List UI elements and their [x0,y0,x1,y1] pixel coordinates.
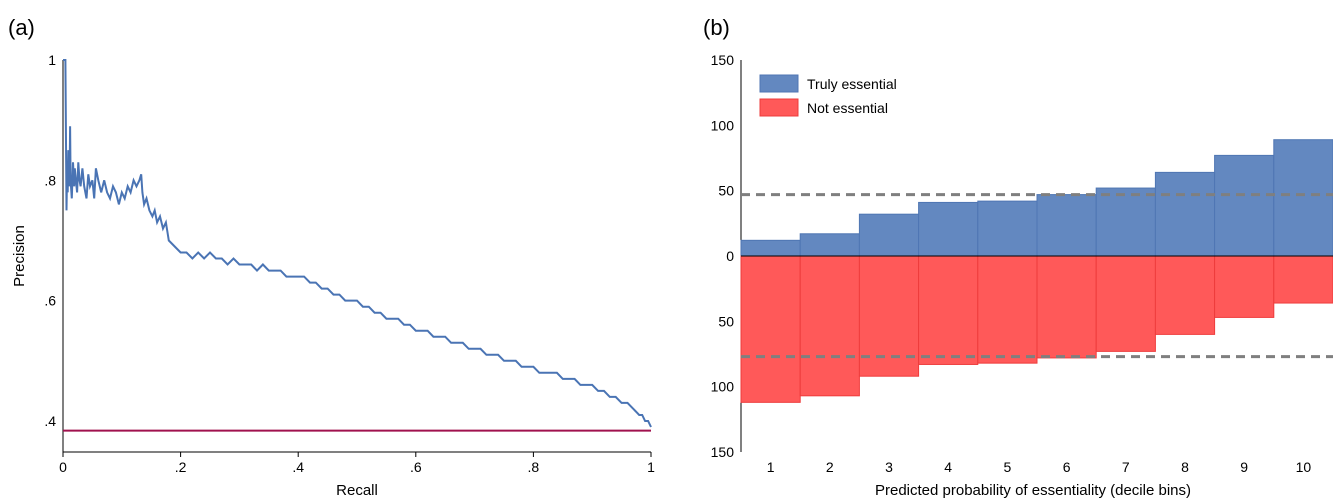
essential-bar [740,239,801,257]
x-tick-label: 7 [1122,459,1130,475]
not-essential-bar [1036,255,1097,359]
x-tick-label: 9 [1240,459,1248,475]
y-tick-label: 100 [711,117,735,133]
y-tick-label: 0 [726,248,734,264]
essential-bar [1214,154,1275,257]
x-tick-label: 6 [1063,459,1071,475]
y-tick-label: 100 [711,379,735,395]
legend-label: Truly essential [807,76,897,92]
legend: Truly essential Not essential [759,74,897,117]
x-axis-label: Recall [336,482,378,499]
y-tick-label: 50 [718,183,734,199]
not-essential-bar [799,255,860,397]
y-tick-label: .4 [44,413,56,429]
panel-a-label: (a) [8,15,35,40]
essential-bar [1095,187,1156,257]
essential-bar [1273,139,1333,257]
x-tick-label: 1 [767,459,775,475]
y-tick-label: .6 [44,293,56,309]
not-essential-bar [1095,255,1156,352]
essential-bar [918,201,979,257]
x-axis-label: Predicted probability of essentiality (d… [875,482,1191,499]
x-tick-label: 3 [885,459,893,475]
x-tick-label: 1 [647,459,655,475]
not-essential-bar [1214,255,1275,318]
x-tick-label: 0 [59,459,67,475]
x-tick-label: 5 [1004,459,1012,475]
not-essential-bar [1273,255,1333,304]
y-tick-label: .8 [44,172,56,188]
not-essential-bar [977,255,1038,364]
essential-bar [977,200,1038,257]
x-tick-label: .4 [292,459,304,475]
legend-swatch [759,98,799,117]
y-tick-label: 150 [711,52,735,68]
essential-bar [799,233,860,257]
x-tick-label: 2 [826,459,834,475]
essential-bar [1154,171,1216,257]
not-essential-bar [740,255,801,403]
precision-curve [63,59,652,428]
y-tick-label: 150 [711,444,735,460]
y-tick-label: 50 [718,313,734,329]
essential-bar [858,213,920,257]
x-tick-label: 4 [944,459,952,475]
x-tick-label: 10 [1296,459,1312,475]
x-tick-label: .6 [410,459,422,475]
not-essential-bar [918,255,979,365]
not-essential-bar [858,255,920,377]
y-axis-label: Precision [11,225,28,287]
x-tick-label: .2 [175,459,187,475]
x-tick-label: .8 [528,459,540,475]
legend-swatch [759,74,799,93]
panel-b-label: (b) [703,15,730,40]
y-tick-label: 1 [48,52,56,68]
essential-bar [1036,194,1097,257]
not-essential-bar [1154,255,1216,335]
precision-recall-chart: 0 .2 .4 .6 .8 1 .4 .6 .8 1 Recall Precision [11,52,655,499]
x-tick-label: 8 [1181,459,1189,475]
legend-label: Not essential [807,100,888,116]
essentiality-bar-chart: 150 100 50 0 50 100 150 1 2 3 4 5 6 7 8 9 10 Truly esse… [711,52,1333,499]
